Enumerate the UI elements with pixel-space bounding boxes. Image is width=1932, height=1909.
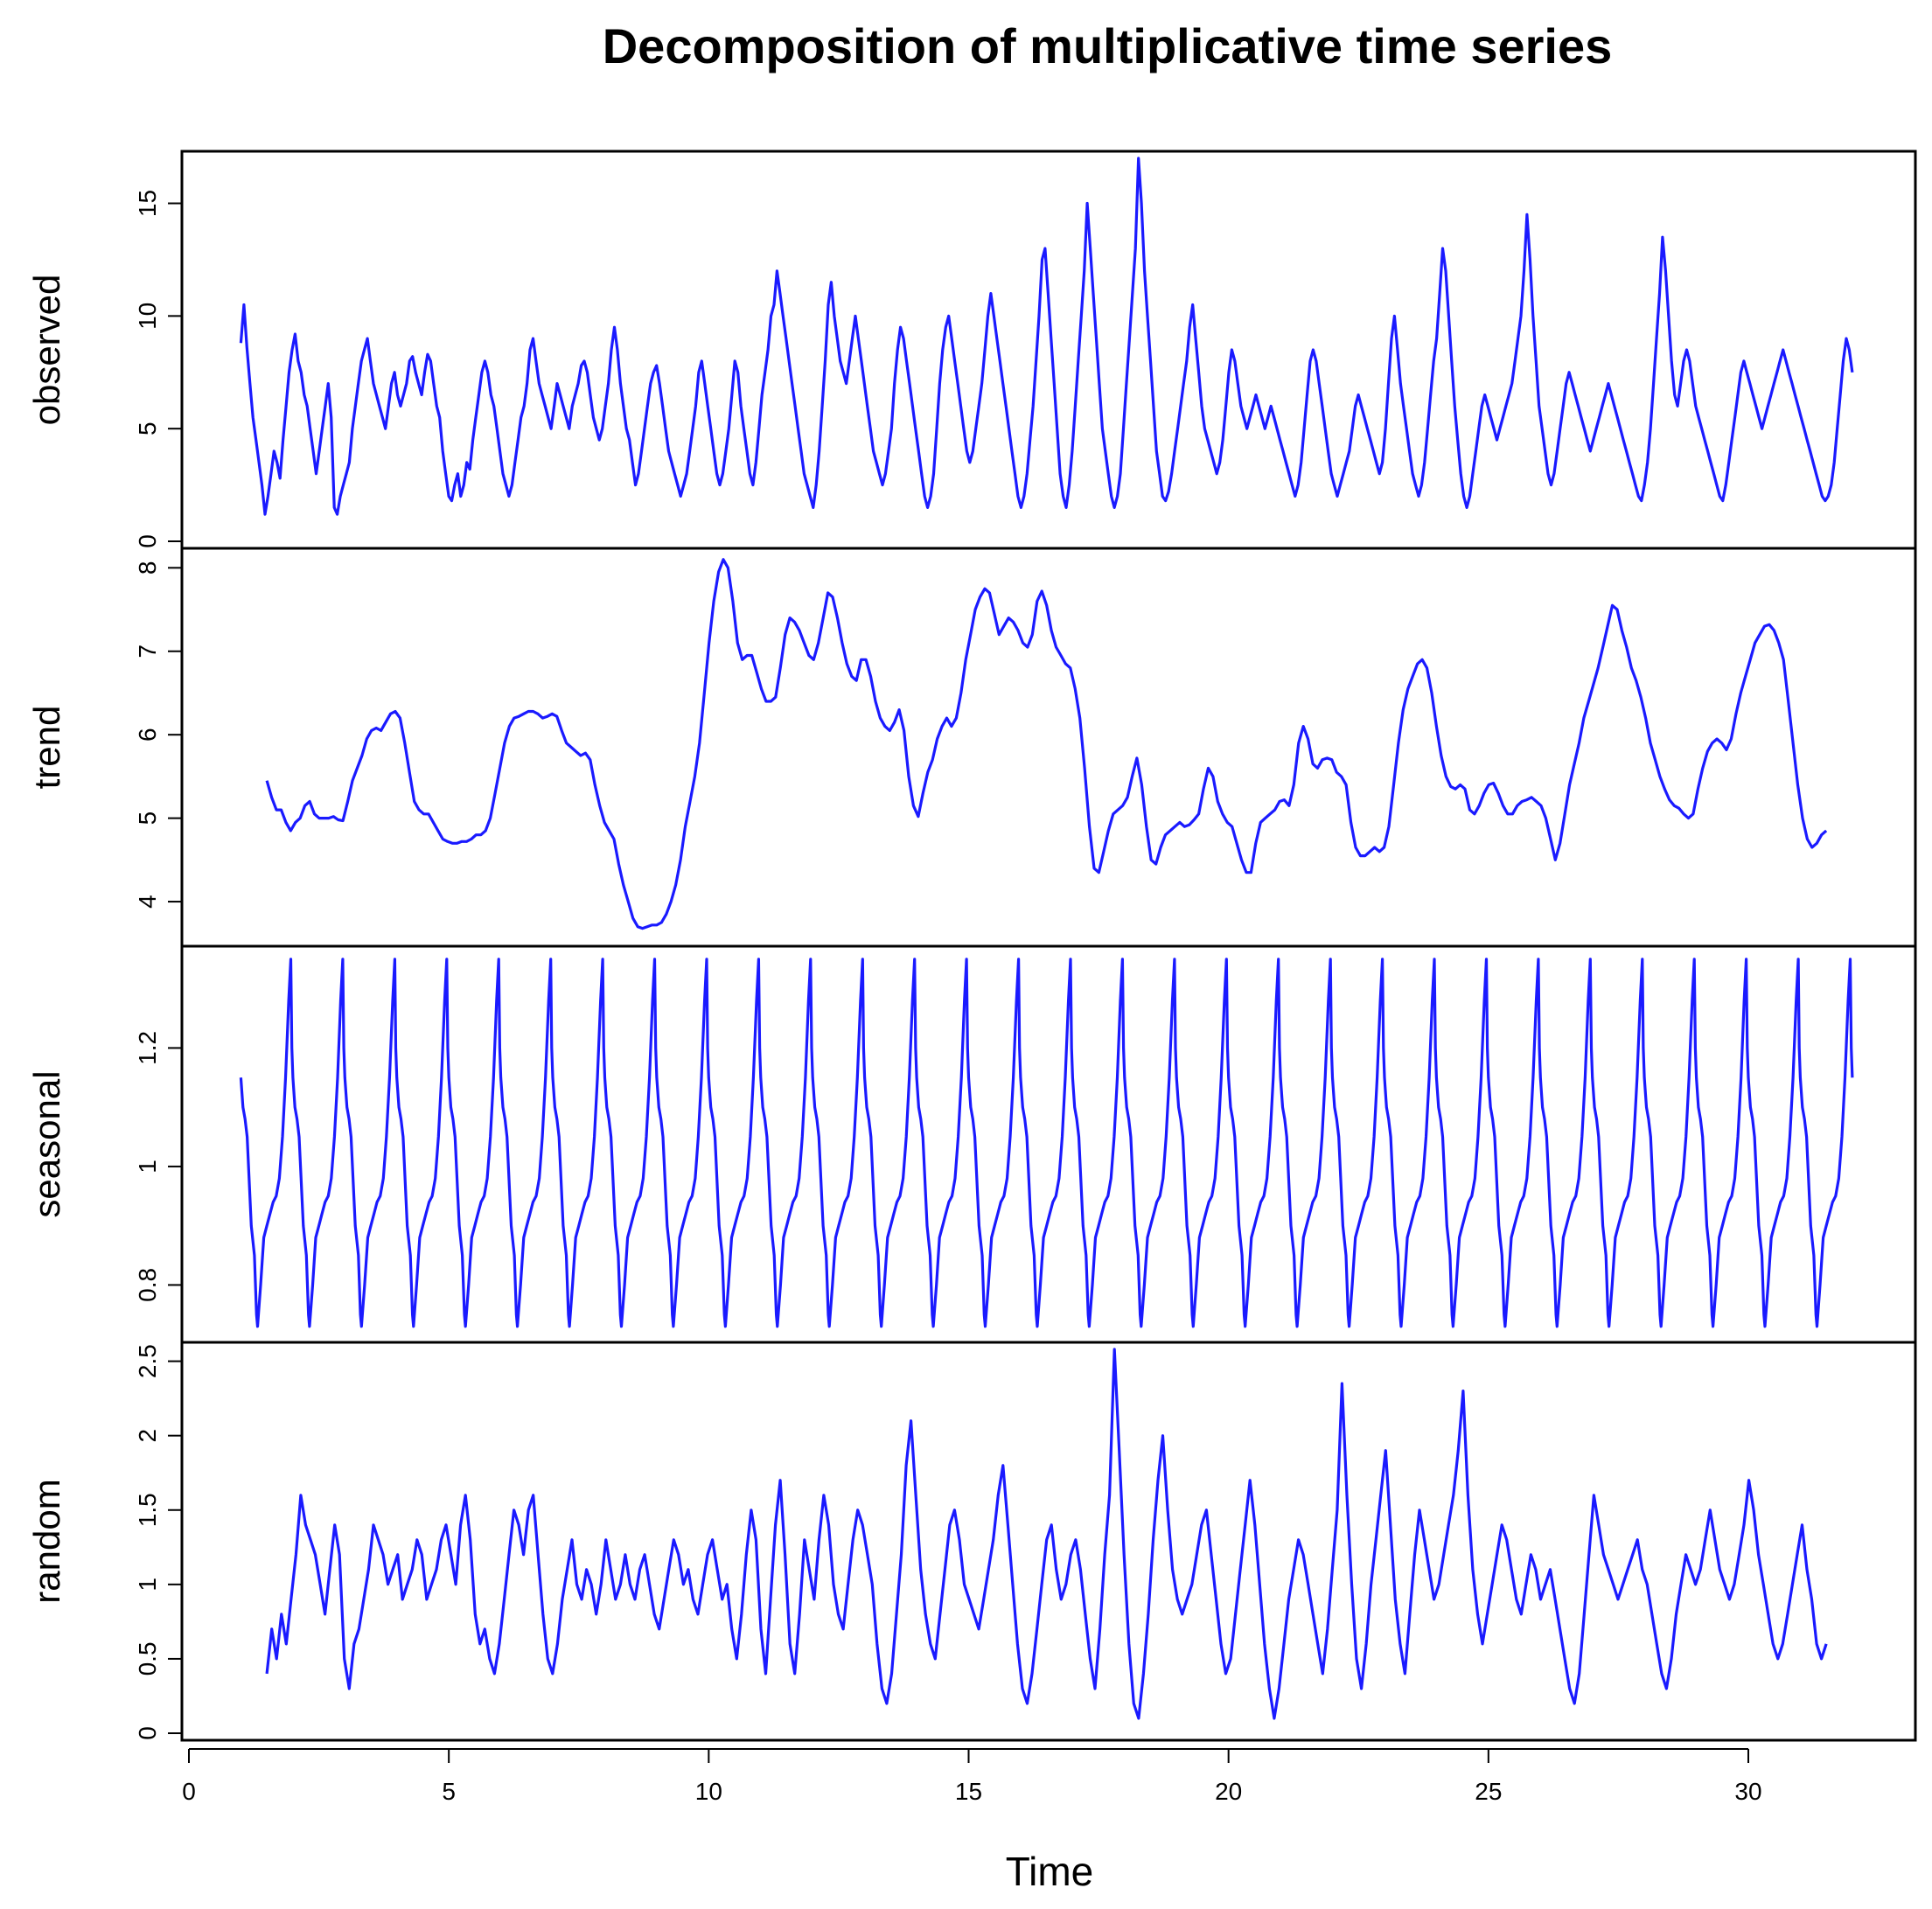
panels-group: 051015observed45678trend0.811.2seasonal0…: [26, 150, 1917, 1742]
y-tick-label-observed: 15: [134, 190, 161, 217]
y-tick-label-random: 1.5: [134, 1493, 161, 1527]
chart-title: Decomposition of multiplicative time ser…: [603, 18, 1613, 73]
y-tick-label-random: 0: [134, 1726, 161, 1740]
series-line-random: [265, 1348, 1828, 1720]
panel-trend: 4 5 6 7 8 trend: [26, 547, 1917, 948]
x-tick-label: 20: [1215, 1778, 1242, 1805]
y-tick-label-observed: 10: [134, 303, 161, 330]
x-axis: 0 5 10 15 20 25 30: [182, 1748, 1762, 1805]
y-tick-label-trend: 5: [134, 812, 161, 826]
y-tick-label-seasonal: 0.8: [134, 1268, 161, 1302]
panel-seasonal: 0.8 1 1.2 seasonal: [26, 944, 1917, 1344]
y-tick-label-trend: 6: [134, 728, 161, 742]
y-tick-label-trend: 8: [134, 561, 161, 575]
x-tick-label: 5: [442, 1778, 456, 1805]
x-tick-label: 30: [1734, 1778, 1761, 1805]
panel-observed: 0 5 10 15 observed: [26, 150, 1917, 550]
y-tick-label-random: 2: [134, 1429, 161, 1443]
panel-frame-random: [180, 1341, 1917, 1742]
y-tick-label-observed: 0: [134, 534, 161, 548]
y-tick-label-trend: 7: [134, 644, 161, 658]
x-tick-label: 10: [695, 1778, 722, 1805]
panel-label-random: random: [26, 1479, 67, 1603]
x-tick-label: 25: [1475, 1778, 1502, 1805]
panel-frame-seasonal: [180, 944, 1917, 1344]
y-tick-label-trend: 4: [134, 895, 161, 909]
panel-label-trend: trend: [26, 706, 67, 790]
x-tick-label: 15: [955, 1778, 982, 1805]
y-tick-label-seasonal: 1.2: [134, 1031, 161, 1065]
x-axis-title: Time: [1006, 1849, 1094, 1894]
y-tick-label-seasonal: 1: [134, 1160, 161, 1174]
panel-label-seasonal: seasonal: [26, 1070, 67, 1217]
series-line-observed: [239, 157, 1854, 516]
panel-frame-trend: [180, 547, 1917, 948]
y-tick-label-random: 0.5: [134, 1641, 161, 1676]
series-line-seasonal: [239, 958, 1854, 1328]
panel-random: 0 0.5 1 1.5 2 2.5 random: [26, 1341, 1917, 1742]
series-line-trend: [265, 558, 1828, 930]
y-tick-label-observed: 5: [134, 422, 161, 435]
panel-label-observed: observed: [26, 275, 67, 426]
y-tick-label-random: 2.5: [134, 1344, 161, 1378]
y-tick-label-random: 1: [134, 1578, 161, 1592]
x-tick-label: 0: [182, 1778, 196, 1805]
